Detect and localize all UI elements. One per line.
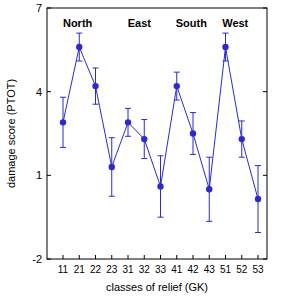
error-bar (190, 113, 196, 155)
error-bar (93, 68, 99, 104)
x-tick-label: 43 (204, 264, 216, 275)
data-point (76, 44, 82, 50)
x-tick (176, 255, 177, 259)
error-bar (223, 33, 229, 61)
error-cap (60, 147, 66, 148)
x-tick-label: 21 (74, 264, 86, 275)
error-cap (190, 154, 196, 155)
error-cap (174, 72, 180, 73)
error-cap (255, 232, 261, 233)
x-tick-label: 23 (106, 264, 118, 275)
y-tick-label: 4 (36, 86, 42, 98)
x-tick (241, 255, 242, 259)
data-point (60, 119, 66, 125)
x-tick-label: 22 (90, 264, 102, 275)
y-tick (263, 259, 267, 260)
x-tick-label: 41 (171, 264, 183, 275)
error-bar (109, 138, 115, 197)
y-tick (47, 259, 51, 260)
chart: -2 1 4 7 11 21 22 23 31 32 33 41 42 43 51 52 53 classes o… (0, 0, 301, 298)
error-cap (93, 104, 99, 105)
error-bar (141, 120, 147, 159)
error-bar (239, 121, 245, 157)
error-cap (255, 165, 261, 166)
y-tick-label: 7 (36, 2, 42, 14)
x-tick-label: 52 (236, 264, 248, 275)
error-bar (174, 72, 180, 100)
error-cap (141, 158, 147, 159)
plot-frame (47, 8, 267, 259)
x-tick-label: 31 (122, 264, 134, 275)
error-cap (158, 155, 164, 156)
x-tick (128, 255, 129, 259)
annotation: South (176, 17, 207, 29)
data-point (206, 186, 212, 192)
error-cap (109, 196, 115, 197)
y-tick (47, 175, 51, 176)
error-cap (206, 157, 212, 158)
y-tick (47, 8, 51, 9)
y-tick (47, 91, 51, 92)
x-axis-label: classes of relief (GK) (106, 281, 208, 293)
x-tick (95, 255, 96, 259)
data-point (157, 183, 163, 189)
data-point (255, 196, 261, 202)
x-tick (225, 255, 226, 259)
error-bar (206, 157, 212, 221)
error-bar (60, 97, 66, 147)
error-cap (190, 112, 196, 113)
data-point (174, 83, 180, 89)
error-cap (223, 33, 229, 34)
error-cap (109, 137, 115, 138)
annotation: West (222, 17, 248, 29)
data-point (92, 83, 98, 89)
error-cap (76, 60, 82, 61)
y-axis-label: damage score (PTOT) (5, 79, 17, 188)
y-tick (263, 8, 267, 9)
x-tick-label: 11 (58, 264, 69, 275)
error-cap (60, 97, 66, 98)
y-tick-label: 1 (36, 169, 42, 181)
x-tick (258, 255, 259, 259)
error-cap (239, 157, 245, 158)
x-tick-label: 32 (139, 264, 151, 275)
error-cap (141, 119, 147, 120)
y-tick (263, 175, 267, 176)
x-tick (160, 255, 161, 259)
error-bar (125, 108, 131, 136)
data-point (109, 164, 115, 170)
y-tick-label: -2 (32, 253, 42, 265)
error-bar (158, 156, 164, 217)
x-tick-label: 42 (187, 264, 199, 275)
data-point (222, 44, 228, 50)
x-tick-label: 51 (220, 264, 232, 275)
error-cap (174, 100, 180, 101)
x-tick (79, 255, 80, 259)
annotation: East (128, 17, 152, 29)
x-tick (63, 255, 64, 259)
error-cap (125, 136, 131, 137)
data-point (125, 119, 131, 125)
x-tick-label: 53 (252, 264, 264, 275)
error-cap (125, 108, 131, 109)
data-point (239, 136, 245, 142)
annotation: North (63, 17, 93, 29)
error-cap (223, 60, 229, 61)
x-tick (209, 255, 210, 259)
x-tick (193, 255, 194, 259)
error-bar (255, 166, 261, 233)
error-cap (93, 67, 99, 68)
data-point (141, 136, 147, 142)
data-point (190, 130, 196, 136)
error-cap (239, 120, 245, 121)
error-cap (158, 217, 164, 218)
error-bar (76, 33, 82, 61)
x-tick (111, 255, 112, 259)
error-cap (206, 221, 212, 222)
error-cap (76, 33, 82, 34)
data-group (60, 33, 261, 232)
x-tick-label: 33 (155, 264, 167, 275)
x-tick (144, 255, 145, 259)
y-tick (263, 91, 267, 92)
